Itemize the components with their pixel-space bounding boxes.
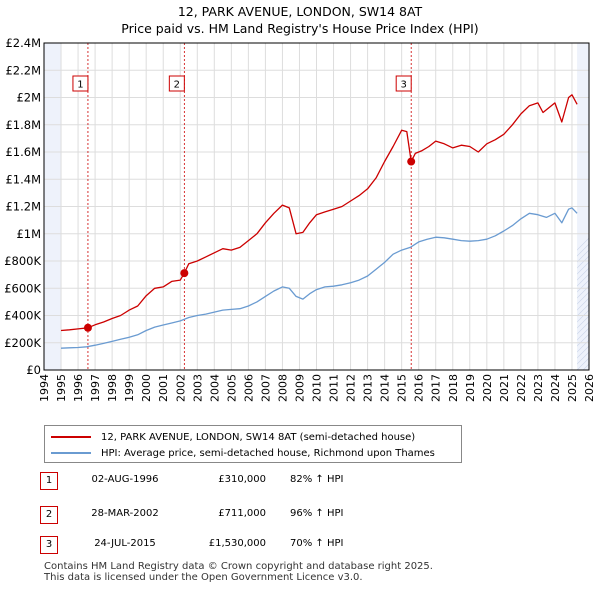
plot-frame xyxy=(43,42,590,371)
legend-label-hpi: HPI: Average price, semi-detached house,… xyxy=(101,447,435,459)
x-tick-label: 1995 xyxy=(55,374,68,402)
legend-label-property: 12, PARK AVENUE, LONDON, SW14 8AT (semi-… xyxy=(101,431,416,443)
annotation-box-label: 2 xyxy=(174,80,180,91)
x-tick-label: 2003 xyxy=(191,374,204,402)
x-tick-label: 1998 xyxy=(106,374,119,402)
y-tick-label: £2.4M xyxy=(5,36,41,50)
x-tick-label: 2026 xyxy=(583,374,596,402)
chart-title-address: 12, PARK AVENUE, LONDON, SW14 8AT xyxy=(177,4,423,19)
x-tick-label: 2008 xyxy=(276,374,289,402)
transaction-price: £1,530,000 xyxy=(208,538,266,549)
future-hatch-line xyxy=(588,369,589,370)
footer-copyright: Contains HM Land Registry data © Crown c… xyxy=(44,561,433,572)
x-tick-label: 1999 xyxy=(123,374,136,402)
transaction-price: £310,000 xyxy=(218,474,266,485)
table-row: 2 28-MAR-2002 £711,000 96% ↑ HPI xyxy=(40,506,440,526)
sale-point-marker xyxy=(407,157,416,166)
annotation-box xyxy=(168,75,185,92)
series-line-hpi xyxy=(60,207,578,349)
future-hatch-line xyxy=(595,43,600,370)
y-tick-label: £2M xyxy=(16,91,41,105)
x-tick-label: 2011 xyxy=(328,374,341,402)
x-tick-label: 2015 xyxy=(396,374,409,402)
y-tick-label: £200K xyxy=(4,336,41,350)
transaction-number-badge: 2 xyxy=(40,506,58,524)
x-tick-label: 2022 xyxy=(515,374,528,402)
x-tick-label: 2006 xyxy=(242,374,255,402)
x-tick-label: 2020 xyxy=(481,374,494,402)
x-tick-label: 2009 xyxy=(293,374,306,402)
transaction-hpi-change: 96% ↑ HPI xyxy=(290,508,344,519)
transaction-date: 02-AUG-1996 xyxy=(91,474,159,485)
chart-title-subtitle: Price paid vs. HM Land Registry's House … xyxy=(121,21,479,36)
legend: 12, PARK AVENUE, LONDON, SW14 8AT (semi-… xyxy=(44,425,462,463)
legend-swatch-hpi xyxy=(51,452,91,454)
series-line-property xyxy=(60,94,578,332)
annotation-box-label: 3 xyxy=(401,80,407,91)
x-tick-label: 1994 xyxy=(38,374,51,402)
x-tick-label: 2007 xyxy=(259,374,272,402)
annotation-box-label: 1 xyxy=(77,80,83,91)
x-tick-label: 2016 xyxy=(413,374,426,402)
x-tick-label: 1997 xyxy=(89,374,102,402)
x-tick-label: 2004 xyxy=(208,374,221,402)
x-tick-label: 2023 xyxy=(532,374,545,402)
annotation-box xyxy=(395,75,412,92)
transaction-number-badge: 1 xyxy=(40,472,58,490)
legend-item-hpi: HPI: Average price, semi-detached house,… xyxy=(51,446,435,460)
footer-licence: This data is licensed under the Open Gov… xyxy=(44,572,363,583)
y-tick-label: £600K xyxy=(4,281,41,295)
table-row: 3 24-JUL-2015 £1,530,000 70% ↑ HPI xyxy=(40,536,440,556)
y-tick-label: £2.2M xyxy=(5,63,41,77)
transaction-hpi-change: 70% ↑ HPI xyxy=(290,538,344,549)
x-tick-label: 2002 xyxy=(174,374,187,402)
x-tick-label: 2005 xyxy=(225,374,238,402)
x-tick-label: 2019 xyxy=(464,374,477,402)
x-tick-label: 2012 xyxy=(345,374,358,402)
x-tick-label: 1996 xyxy=(72,374,85,402)
x-tick-label: 2018 xyxy=(447,374,460,402)
y-tick-label: £1.2M xyxy=(5,200,41,214)
sale-point-marker xyxy=(83,323,92,332)
transaction-hpi-change: 82% ↑ HPI xyxy=(290,474,344,485)
y-tick-label: £1.8M xyxy=(5,118,41,132)
legend-swatch-property xyxy=(51,436,91,438)
transaction-date: 24-JUL-2015 xyxy=(94,538,156,549)
x-tick-label: 2021 xyxy=(498,374,511,402)
y-tick-label: £800K xyxy=(4,254,41,268)
x-tick-label: 2024 xyxy=(549,374,562,402)
y-tick-label: £1.4M xyxy=(5,172,41,186)
y-tick-label: £1M xyxy=(16,227,41,241)
transaction-number-badge: 3 xyxy=(40,536,58,554)
x-tick-label: 2025 xyxy=(566,374,579,402)
transaction-price: £711,000 xyxy=(218,508,266,519)
annotation-box xyxy=(72,75,89,92)
price-chart: £0 £200K £400K £600K £800K £1M £1.2M £1.4M £1.6M… xyxy=(4,36,600,402)
transaction-date: 28-MAR-2002 xyxy=(91,508,159,519)
footer-attribution: Contains HM Land Registry data © Crown c… xyxy=(44,561,433,583)
y-tick-label: £1.6M xyxy=(5,145,41,159)
y-tick-label: £400K xyxy=(4,309,41,323)
x-tick-label: 2013 xyxy=(362,374,375,402)
x-tick-label: 2014 xyxy=(379,374,392,402)
x-tick-label: 2000 xyxy=(140,374,153,402)
legend-item-property: 12, PARK AVENUE, LONDON, SW14 8AT (semi-… xyxy=(51,430,415,444)
x-tick-label: 2017 xyxy=(430,374,443,402)
x-tick-label: 2001 xyxy=(157,374,170,402)
table-row: 1 02-AUG-1996 £310,000 82% ↑ HPI xyxy=(40,472,440,492)
y-tick-label: £0 xyxy=(26,363,41,377)
x-tick-label: 2010 xyxy=(311,374,324,402)
sale-point-marker xyxy=(180,269,189,278)
